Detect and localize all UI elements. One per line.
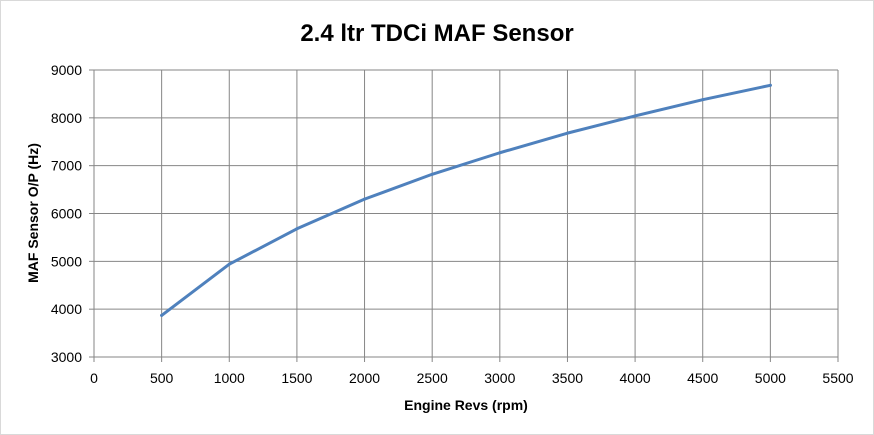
gridlines [94, 69, 839, 357]
x-axis-title: Engine Revs (rpm) [404, 397, 528, 413]
x-tick-label: 0 [90, 370, 98, 386]
x-tick-labels: 0 500 1000 1500 2000 2500 3000 3500 4000 4500 5000… [90, 370, 854, 386]
series-group [160, 83, 772, 317]
x-tick-label: 3000 [484, 370, 515, 386]
data-point [498, 151, 502, 155]
y-tick-label: 8000 [51, 110, 82, 126]
x-tick-label: 1000 [214, 370, 245, 386]
y-axis-title: MAF Sensor O/P (Hz) [25, 143, 41, 283]
data-point [227, 262, 231, 266]
data-point [768, 83, 772, 87]
y-tick-label: 3000 [51, 349, 82, 365]
x-tick-label: 4000 [620, 370, 651, 386]
data-point [565, 131, 569, 135]
y-tick-label: 9000 [51, 62, 82, 78]
y-tick-label: 6000 [51, 206, 82, 222]
data-point [633, 114, 637, 118]
x-tick-label: 2500 [417, 370, 448, 386]
data-point [160, 313, 164, 317]
x-tick-label: 1500 [281, 370, 312, 386]
y-tick-label: 5000 [51, 253, 82, 269]
data-point [701, 98, 705, 102]
chart-title: 2.4 ltr TDCi MAF Sensor [300, 20, 573, 47]
axes [89, 69, 839, 362]
x-tick-label: 5500 [822, 370, 853, 386]
data-point [363, 197, 367, 201]
x-tick-label: 500 [150, 370, 174, 386]
x-tick-label: 4500 [687, 370, 718, 386]
y-tick-labels: 3000 4000 5000 6000 7000 8000 9000 [51, 62, 82, 365]
x-tick-label: 2000 [349, 370, 380, 386]
series-line [160, 83, 772, 317]
x-tick-label: 5000 [755, 370, 786, 386]
y-tick-label: 4000 [51, 301, 82, 317]
y-tick-label: 7000 [51, 158, 82, 174]
x-tick-label: 3500 [552, 370, 583, 386]
data-point [295, 227, 299, 231]
data-point [430, 172, 434, 176]
